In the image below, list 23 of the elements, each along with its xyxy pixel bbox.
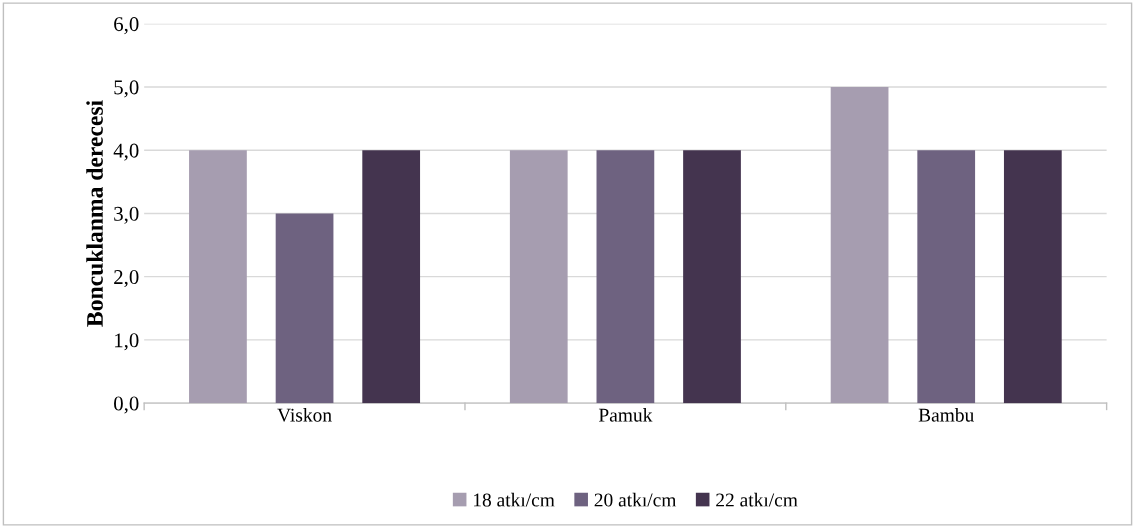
bar <box>509 150 568 404</box>
bar <box>596 150 655 404</box>
y-axis-title: Boncuklanma derecesi <box>86 100 103 327</box>
x-tick-label: Bambu <box>918 408 974 422</box>
y-tick-label: 1,0 <box>115 333 139 351</box>
y-tick-label: 2,0 <box>114 270 139 288</box>
bar <box>830 86 889 404</box>
bar <box>917 150 976 404</box>
y-tick-label: 6,0 <box>114 17 139 35</box>
legend-label: 22 atkı/cm <box>716 492 798 507</box>
y-tick-label: 3,0 <box>114 206 139 224</box>
legend-label: 20 atkı/cm <box>594 492 677 507</box>
x-tick-label: Pamuk <box>598 408 653 422</box>
bar <box>275 213 334 404</box>
bar <box>362 150 421 404</box>
bar <box>683 150 741 404</box>
legend-label: 18 atkı/cm <box>474 492 555 507</box>
bar <box>1003 150 1062 404</box>
y-tick-label: 5,0 <box>114 80 139 98</box>
bar <box>189 150 247 404</box>
y-tick-label: 0,0 <box>114 396 139 414</box>
y-tick-label: 4,0 <box>113 143 139 161</box>
x-tick-label: Viskon <box>277 408 332 422</box>
